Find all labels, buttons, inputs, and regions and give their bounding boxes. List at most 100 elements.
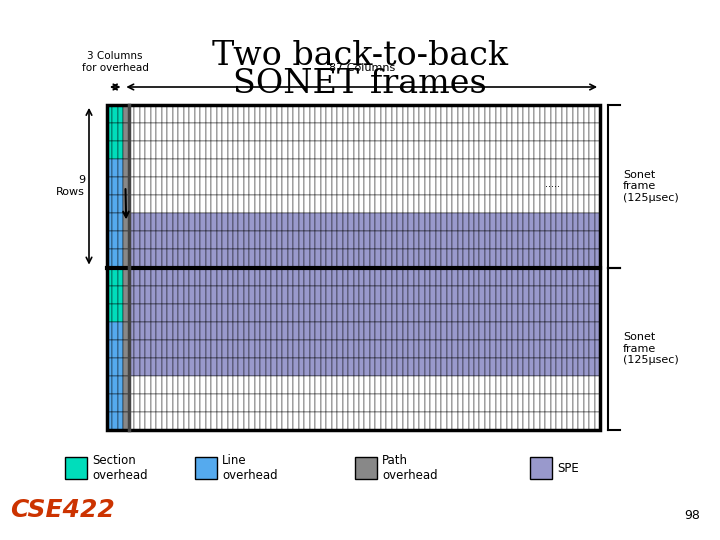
Bar [375,213,381,231]
Bar [173,123,179,141]
Bar [430,340,436,358]
Bar [343,286,348,303]
Bar [474,105,480,123]
Bar [123,286,129,303]
Bar [304,267,310,286]
Bar [370,340,375,358]
Bar [343,249,348,267]
Bar [217,286,222,303]
Bar [228,213,233,231]
Bar [370,394,375,412]
Bar [233,213,238,231]
Bar [326,358,332,376]
Bar [408,358,414,376]
Bar [145,267,150,286]
Bar [425,412,430,430]
Bar [425,105,430,123]
Bar [436,340,441,358]
Bar [156,141,162,159]
Bar [200,394,206,412]
Bar [145,159,150,177]
Bar [436,322,441,340]
Bar [343,358,348,376]
Bar [518,123,523,141]
Bar [387,267,392,286]
Bar [595,340,600,358]
Bar [469,412,474,430]
Bar [162,340,167,358]
Bar [179,123,184,141]
Bar [419,394,425,412]
Bar [392,213,397,231]
Bar [572,322,578,340]
Bar [397,105,402,123]
Text: 3 Columns
for overhead: 3 Columns for overhead [82,51,148,73]
Bar [507,322,513,340]
Bar [293,322,299,340]
Bar [562,195,567,213]
Bar [562,394,567,412]
Bar [589,340,595,358]
Bar [310,141,315,159]
Bar [375,195,381,213]
Bar [430,412,436,430]
Bar [222,159,228,177]
Bar [194,376,200,394]
Bar [545,213,551,231]
Bar [359,141,364,159]
Bar [206,358,211,376]
Bar [545,141,551,159]
Bar [578,412,584,430]
Bar [414,141,419,159]
Bar [370,376,375,394]
Bar [271,195,276,213]
Bar [480,105,485,123]
Bar [523,340,528,358]
Bar [123,340,129,358]
Bar [496,213,501,231]
Bar [359,123,364,141]
Bar [567,213,572,231]
Bar [156,322,162,340]
Bar [381,231,387,249]
Bar [255,267,261,286]
Bar [545,249,551,267]
Bar [293,177,299,195]
Bar [179,340,184,358]
Bar [140,322,145,340]
Bar [584,231,589,249]
Bar [496,105,501,123]
Bar [167,141,173,159]
Bar [375,322,381,340]
Bar [430,141,436,159]
Bar [513,249,518,267]
Bar [200,267,206,286]
Bar [584,105,589,123]
Bar [194,105,200,123]
Bar [200,231,206,249]
Bar [408,141,414,159]
Bar [540,358,545,376]
Bar [315,394,320,412]
Bar [562,412,567,430]
Bar [507,267,513,286]
Bar [244,358,249,376]
Bar [490,249,496,267]
Bar [589,376,595,394]
Bar [233,105,238,123]
Bar [255,376,261,394]
Bar [425,303,430,322]
Bar [402,303,408,322]
Bar [123,177,129,195]
Bar [425,249,430,267]
Bar [518,249,523,267]
Bar [167,394,173,412]
Bar [381,177,387,195]
Bar [222,358,228,376]
Bar [337,159,343,177]
Bar [381,412,387,430]
Bar [562,376,567,394]
Bar [320,213,326,231]
Bar [485,141,490,159]
Bar [261,105,266,123]
